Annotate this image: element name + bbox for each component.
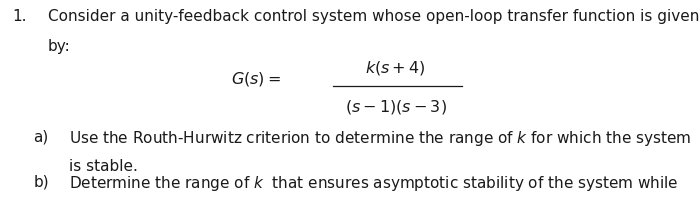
- Text: by:: by:: [48, 39, 70, 54]
- Text: Consider a unity-feedback control system whose open-loop transfer function is gi: Consider a unity-feedback control system…: [48, 9, 699, 24]
- Text: Determine the range of $k$  that ensures asymptotic stability of the system whil: Determine the range of $k$ that ensures …: [69, 174, 678, 193]
- Text: a): a): [34, 129, 49, 144]
- Text: Use the Routh-Hurwitz criterion to determine the range of $k$ for which the syst: Use the Routh-Hurwitz criterion to deter…: [69, 129, 691, 148]
- Text: is stable.: is stable.: [69, 159, 137, 174]
- Text: $(s-1)(s-3)$: $(s-1)(s-3)$: [344, 98, 447, 116]
- Text: $k(s+4)$: $k(s+4)$: [365, 59, 426, 77]
- Text: $G(s) =$: $G(s) =$: [231, 70, 281, 88]
- Text: 1.: 1.: [13, 9, 27, 24]
- Text: b): b): [34, 174, 49, 189]
